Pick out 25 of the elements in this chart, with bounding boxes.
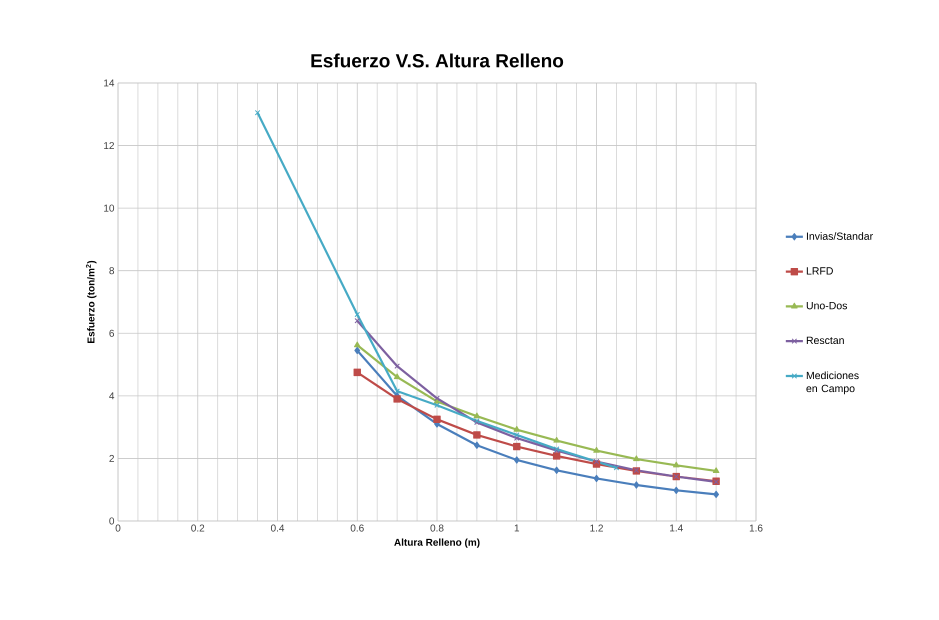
legend-label: Uno-Dos bbox=[806, 302, 848, 310]
x-tick-label: 1.6 bbox=[750, 524, 763, 532]
y-axis-title: Esfuerzo (ton/m$^{2}$) bbox=[86, 260, 96, 343]
chart-title: Esfuerzo V.S. Altura Relleno bbox=[311, 54, 564, 68]
legend-label: LRFD bbox=[806, 267, 833, 275]
x-axis-title: Altura Relleno (m) bbox=[394, 538, 480, 548]
x-tick-label: 0.2 bbox=[191, 524, 204, 532]
x-tick-label: 0 bbox=[116, 524, 120, 532]
x-tick-label: 0.8 bbox=[430, 524, 444, 532]
legend-label: Resctan bbox=[806, 336, 844, 344]
y-tick-label: 14 bbox=[104, 80, 114, 86]
y-tick-label: 8 bbox=[109, 267, 114, 274]
y-tick-label: 12 bbox=[104, 142, 114, 150]
y-tick-label: 6 bbox=[109, 330, 114, 337]
y-tick-label: 0 bbox=[109, 517, 114, 525]
y-tick-label: 10 bbox=[104, 204, 114, 212]
y-tick-label: 2 bbox=[109, 454, 114, 462]
legend-label: Invias/Standar bbox=[806, 232, 873, 240]
x-tick-label: 0.4 bbox=[270, 524, 284, 532]
legend-label: Mediciones en Campo bbox=[806, 371, 859, 394]
x-tick-label: 0.6 bbox=[350, 524, 364, 532]
x-tick-label: 1.2 bbox=[590, 524, 603, 532]
x-tick-label: 1 bbox=[514, 524, 520, 532]
x-tick-label: 1.4 bbox=[670, 524, 683, 532]
y-tick-label: 4 bbox=[109, 392, 114, 400]
